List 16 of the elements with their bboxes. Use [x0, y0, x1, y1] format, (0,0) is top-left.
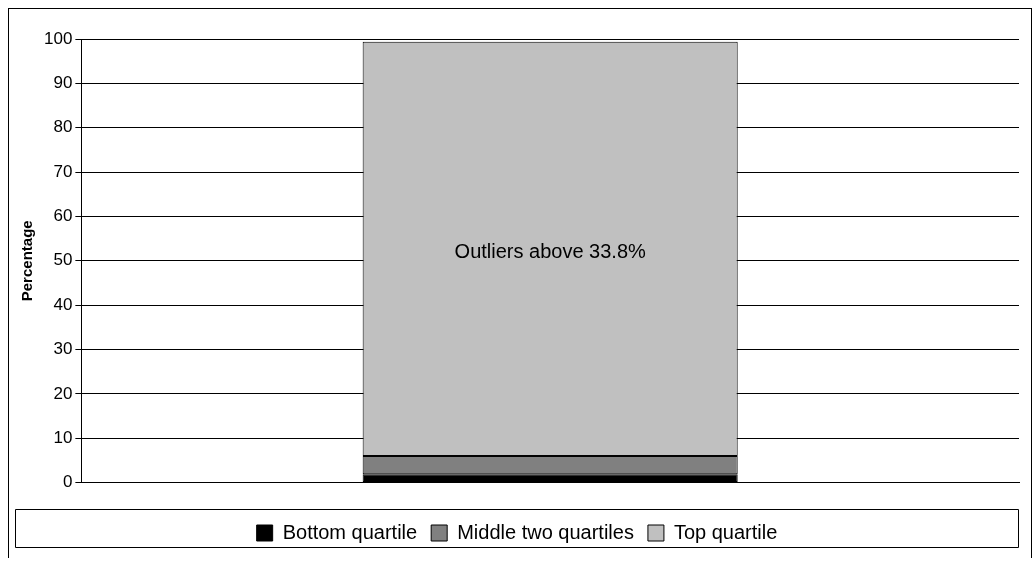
y-tick-label: 100	[43, 28, 73, 48]
y-axis-title: Percentage	[18, 220, 36, 302]
annotation: Outliers above 33.8%	[454, 240, 646, 263]
legend-label: Bottom quartile	[282, 520, 418, 543]
y-tick-label: 0	[62, 472, 73, 492]
y-tick-label: 40	[53, 294, 73, 314]
legend-label: Top quartile	[673, 520, 778, 543]
y-tick-label: 90	[53, 73, 73, 93]
y-tick-label: 20	[53, 383, 73, 403]
legend-label: Middle two quartiles	[457, 520, 634, 543]
y-tick-label: 80	[53, 117, 73, 137]
y-tick-label: 50	[53, 250, 73, 270]
y-tick-label: 10	[53, 427, 73, 447]
y-tick-label: 70	[53, 161, 73, 181]
y-tick-label: 60	[53, 206, 73, 226]
y-tick-label: 30	[53, 339, 73, 359]
